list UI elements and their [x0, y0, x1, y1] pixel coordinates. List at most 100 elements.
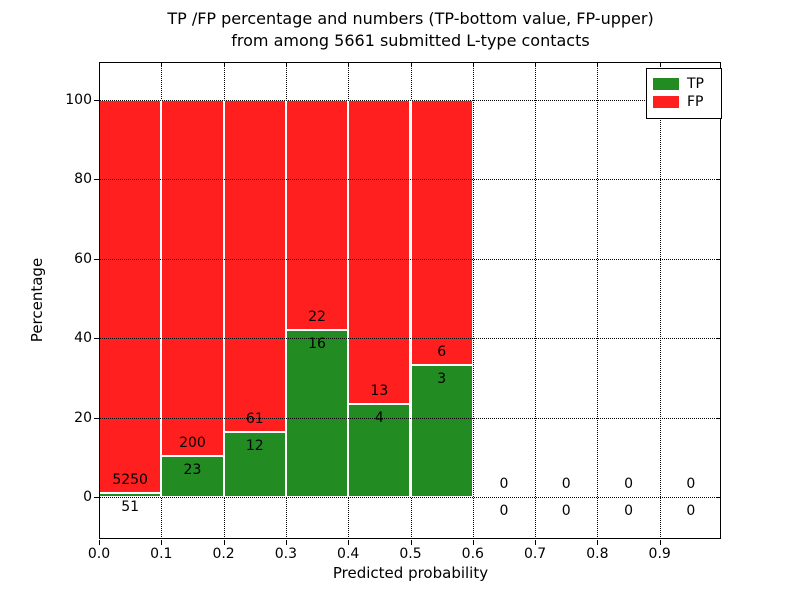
tp-count-label: 23 [183, 462, 202, 479]
x-tick-top [472, 62, 474, 67]
x-tick [472, 540, 474, 545]
x-tick [99, 540, 100, 545]
h-gridline [100, 100, 721, 101]
x-tick [597, 540, 599, 545]
fp-count-label: 6 [437, 343, 447, 360]
legend-item-tp: TP [653, 76, 715, 92]
tp-count-label: 16 [308, 335, 326, 352]
bar-fp-segment [285, 100, 349, 330]
chart-title: TP /FP percentage and numbers (TP-bottom… [167, 9, 654, 28]
x-tick-top [535, 62, 537, 67]
x-tick-top [161, 62, 163, 67]
bar-tp-segment [161, 456, 224, 497]
bar-fp-segment [348, 100, 411, 404]
v-gridline [535, 63, 537, 539]
x-tick-label: 0.9 [648, 546, 671, 562]
y-tick-right [716, 338, 721, 340]
y-tick-right [716, 179, 721, 181]
x-tick-top [223, 62, 225, 67]
y-axis-label: Percentage [28, 257, 46, 343]
fp-count-label: 0 [624, 476, 633, 492]
h-gridline [100, 338, 721, 340]
fp-count-label: 22 [308, 308, 326, 325]
y-tick [94, 179, 99, 181]
y-tick-right [716, 497, 721, 498]
legend-label: FP [687, 94, 704, 110]
legend: TP FP [646, 68, 722, 119]
x-tick-top [659, 62, 661, 67]
fp-count-label: 200 [179, 435, 206, 452]
h-gridline [100, 417, 721, 419]
tp-count-label: 51 [121, 499, 140, 516]
chart-subtitle: from among 5661 submitted L-type contact… [231, 31, 590, 50]
legend-label: TP [687, 76, 704, 92]
x-tick [285, 540, 287, 545]
x-tick-top [99, 62, 100, 67]
legend-swatch-fp [653, 96, 679, 108]
tp-count-label: 4 [374, 409, 384, 426]
fp-count-label: 0 [499, 476, 509, 492]
bar-tp-segment [348, 403, 411, 497]
x-tick-label: 0.0 [87, 546, 111, 562]
x-tick-label: 0.5 [399, 546, 422, 562]
fp-count-label: 13 [370, 382, 389, 399]
v-gridline [597, 63, 599, 539]
h-gridline [100, 497, 721, 498]
x-tick-top [597, 62, 599, 67]
h-gridline [100, 258, 721, 260]
x-tick [161, 540, 163, 545]
x-tick-top [285, 62, 287, 67]
x-tick [535, 540, 537, 545]
x-tick-label: 0.8 [586, 546, 609, 562]
x-tick-top [410, 62, 412, 67]
x-tick [223, 540, 225, 545]
x-tick-label: 0.6 [461, 546, 484, 562]
y-tick-right [716, 258, 721, 260]
x-tick-label: 0.2 [212, 546, 235, 562]
bar-tp-segment [285, 329, 349, 497]
v-gridline [659, 63, 661, 539]
bar-tp-segment [223, 431, 286, 497]
tp-count-label: 0 [624, 503, 633, 519]
v-gridline [472, 63, 474, 539]
y-tick-right [716, 417, 721, 419]
fp-count-label: 61 [245, 410, 264, 427]
y-tick [94, 100, 99, 101]
fp-count-label: 0 [686, 476, 696, 492]
y-tick-label: 0 [83, 489, 92, 505]
x-tick [348, 540, 350, 545]
legend-item-fp: FP [653, 94, 715, 110]
bar-tp-segment [410, 364, 473, 497]
y-tick [94, 497, 99, 498]
legend-swatch-tp [653, 78, 679, 90]
x-tick-top [348, 62, 350, 67]
y-tick [94, 258, 99, 260]
x-axis-label: Predicted probability [332, 564, 489, 582]
y-tick-label: 80 [74, 171, 92, 188]
fp-count-label: 0 [561, 476, 571, 492]
tp-count-label: 12 [245, 437, 264, 454]
x-tick-label: 0.3 [274, 546, 298, 562]
x-tick-label: 0.4 [337, 546, 360, 562]
y-tick [94, 338, 99, 340]
tp-count-label: 0 [561, 503, 571, 519]
tp-count-label: 0 [499, 503, 509, 519]
x-tick-label: 0.1 [150, 546, 173, 562]
tp-count-label: 3 [437, 370, 447, 387]
bar-fp-segment [161, 100, 224, 457]
y-tick-label: 100 [65, 92, 92, 108]
tp-count-label: 0 [686, 503, 696, 519]
bar-fp-segment [410, 100, 473, 365]
fp-count-label: 5250 [112, 472, 148, 489]
y-tick [94, 417, 99, 419]
x-tick [659, 540, 661, 545]
y-tick-label: 20 [74, 409, 92, 426]
h-gridline [100, 179, 721, 181]
x-tick [410, 540, 412, 545]
y-tick-label: 60 [74, 250, 92, 267]
bar-fp-segment [99, 100, 162, 494]
x-tick-label: 0.7 [523, 546, 547, 562]
y-tick-label: 40 [74, 330, 92, 347]
bar-fp-segment [223, 100, 286, 432]
